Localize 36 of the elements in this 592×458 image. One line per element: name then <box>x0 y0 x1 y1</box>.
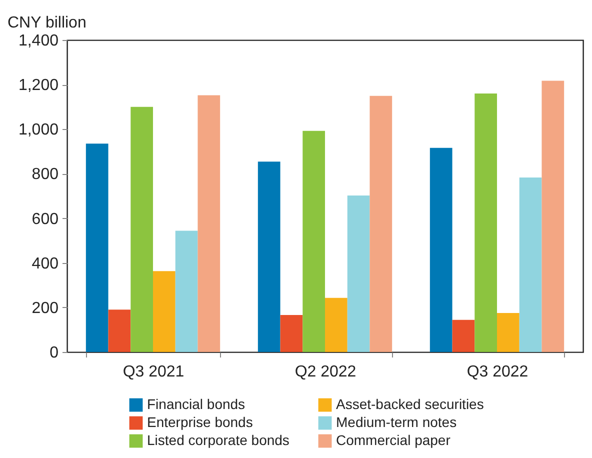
y-tick-label: 200 <box>32 300 59 317</box>
bar <box>198 95 220 352</box>
bar <box>175 230 198 352</box>
bar <box>86 144 108 352</box>
y-tick-label: 600 <box>32 210 59 228</box>
bar <box>280 315 303 352</box>
y-tick-label: 1,000 <box>18 122 59 139</box>
legend-label: Financial bonds <box>147 396 246 412</box>
bar <box>153 271 176 352</box>
y-tick-label: 1,400 <box>18 32 59 50</box>
x-tick-label: Q3 2022 <box>466 364 528 380</box>
bar <box>258 162 280 352</box>
legend-label: Asset-backed securities <box>336 396 484 412</box>
bar <box>542 80 564 352</box>
bar <box>108 310 131 352</box>
bar <box>130 106 153 352</box>
y-tick-label: 0 <box>50 344 59 362</box>
legend-label: Enterprise bonds <box>147 414 253 430</box>
bar <box>347 196 370 352</box>
bar <box>302 130 325 352</box>
y-axis-title: CNY billion <box>8 14 86 32</box>
legend-label: Medium-term notes <box>336 414 457 430</box>
y-tick-label: 800 <box>32 166 59 184</box>
bar <box>325 298 348 352</box>
x-tick-label: Q3 2021 <box>122 364 184 380</box>
x-tick-label: Q2 2022 <box>294 364 356 380</box>
bar <box>497 313 520 352</box>
bar <box>474 93 497 352</box>
legend-label: Listed corporate bonds <box>147 432 290 448</box>
bar <box>370 96 392 352</box>
bar <box>430 148 452 352</box>
y-tick-label: 1,200 <box>18 77 59 94</box>
y-tick-label: 400 <box>32 255 59 272</box>
bar <box>452 320 475 352</box>
bar <box>519 178 542 352</box>
legend-label: Commercial paper <box>336 432 451 448</box>
